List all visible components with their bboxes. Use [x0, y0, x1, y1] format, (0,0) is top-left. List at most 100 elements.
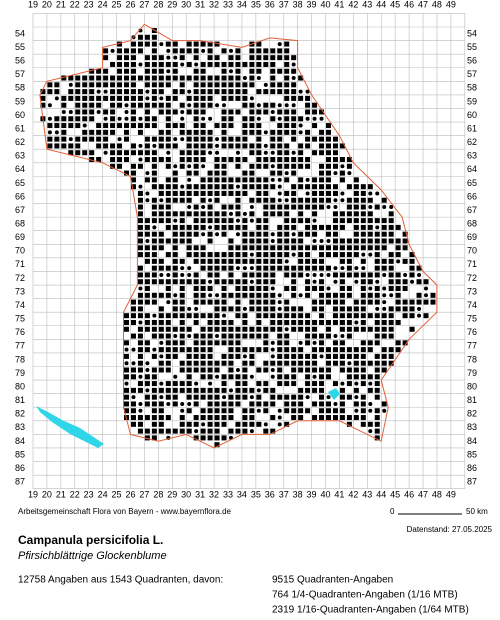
record-square	[291, 272, 297, 278]
column-label: 41	[334, 489, 344, 499]
record-square	[75, 150, 81, 156]
record-square	[144, 428, 150, 434]
record-square	[179, 428, 185, 434]
record-square	[221, 204, 227, 210]
record-square	[360, 401, 366, 407]
record-square	[305, 279, 311, 285]
record-dot	[277, 293, 282, 298]
record-square	[256, 245, 262, 251]
record-square	[249, 258, 255, 264]
record-square	[200, 75, 206, 81]
record-square	[179, 55, 185, 61]
column-label: 19	[28, 489, 38, 499]
record-square	[130, 61, 136, 67]
record-square	[110, 82, 116, 88]
record-square	[249, 360, 255, 366]
record-square	[137, 204, 143, 210]
record-square	[144, 401, 150, 407]
record-square	[172, 211, 178, 217]
record-square	[207, 326, 213, 332]
column-label: 37	[279, 0, 289, 9]
record-square	[117, 48, 123, 54]
record-square	[193, 286, 199, 292]
record-square	[193, 299, 199, 305]
row-label: 81	[15, 395, 25, 405]
record-square	[416, 299, 422, 305]
record-square	[214, 265, 220, 271]
record-square	[402, 286, 408, 292]
record-square	[346, 197, 352, 203]
record-square	[221, 211, 227, 217]
record-square	[256, 55, 262, 61]
record-dot	[187, 89, 192, 94]
record-dot	[187, 266, 192, 271]
column-label: 26	[125, 489, 135, 499]
record-square	[284, 48, 290, 54]
record-square	[47, 82, 53, 88]
record-square	[172, 75, 178, 81]
record-square	[360, 286, 366, 292]
record-square	[96, 102, 102, 108]
row-label: 80	[15, 381, 25, 391]
record-square	[221, 218, 227, 224]
record-square	[319, 129, 325, 135]
record-square	[332, 299, 338, 305]
record-square	[165, 95, 171, 101]
record-square	[270, 82, 276, 88]
record-square	[298, 157, 304, 163]
record-square	[235, 177, 241, 183]
record-square	[186, 313, 192, 319]
record-square	[291, 184, 297, 190]
record-square	[284, 163, 290, 169]
record-square	[137, 306, 143, 312]
row-label: 56	[15, 56, 25, 66]
record-square	[221, 299, 227, 305]
record-square	[193, 109, 199, 115]
record-dot	[326, 238, 331, 243]
row-label: 70	[467, 246, 477, 256]
record-square	[186, 374, 192, 380]
row-label: 82	[467, 409, 477, 419]
record-square	[200, 190, 206, 196]
record-square	[270, 387, 276, 393]
record-square	[151, 258, 157, 264]
record-square	[200, 299, 206, 305]
record-square	[339, 143, 345, 149]
record-square	[305, 258, 311, 264]
row-label: 78	[15, 354, 25, 364]
record-square	[158, 75, 164, 81]
record-square	[214, 360, 220, 366]
record-square	[165, 292, 171, 298]
record-square	[270, 61, 276, 67]
record-square	[256, 367, 262, 373]
record-square	[193, 211, 199, 217]
column-label: 47	[418, 489, 428, 499]
record-square	[270, 401, 276, 407]
record-square	[284, 61, 290, 67]
record-dot	[61, 109, 66, 114]
record-square	[305, 252, 311, 258]
record-square	[207, 218, 213, 224]
record-square	[158, 306, 164, 312]
record-dot	[270, 238, 275, 243]
record-square	[256, 109, 262, 115]
record-square	[381, 224, 387, 230]
record-square	[103, 143, 109, 149]
record-square	[207, 319, 213, 325]
record-square	[110, 163, 116, 169]
record-square	[228, 428, 234, 434]
record-square	[228, 75, 234, 81]
record-square	[151, 367, 157, 373]
record-square	[284, 157, 290, 163]
record-square	[235, 279, 241, 285]
record-square	[186, 428, 192, 434]
record-square	[228, 340, 234, 346]
record-square	[325, 231, 331, 237]
record-square	[277, 265, 283, 271]
row-label: 69	[15, 232, 25, 242]
record-dot	[270, 286, 275, 291]
record-square	[228, 204, 234, 210]
record-dot	[208, 381, 213, 386]
record-square	[277, 68, 283, 74]
record-square	[200, 89, 206, 95]
